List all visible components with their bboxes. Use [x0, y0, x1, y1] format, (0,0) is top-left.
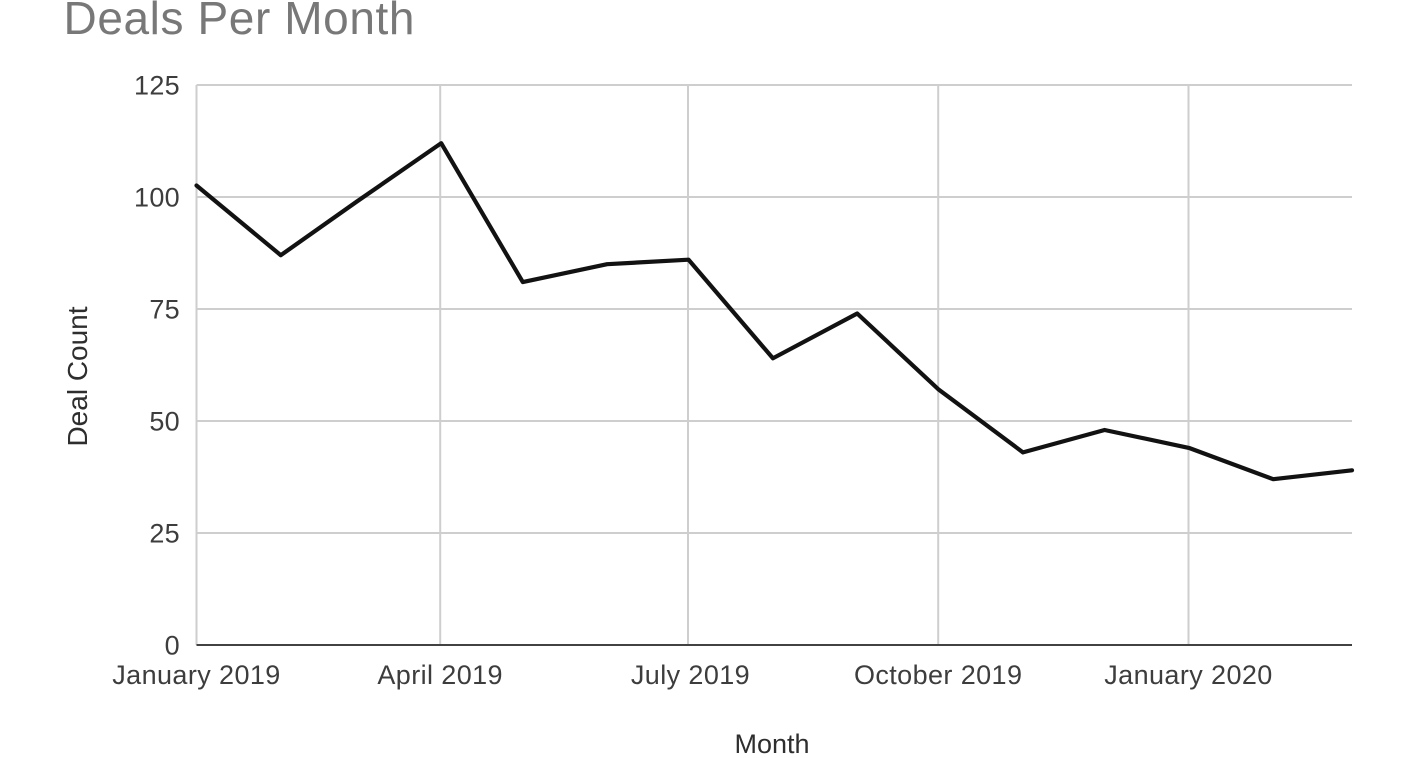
svg-text:Deals Per Month: Deals Per Month: [64, 0, 416, 44]
svg-text:50: 50: [149, 407, 180, 437]
svg-text:April 2019: April 2019: [377, 660, 503, 690]
svg-text:25: 25: [149, 519, 180, 549]
svg-text:75: 75: [149, 295, 180, 325]
svg-text:January 2020: January 2020: [1104, 660, 1272, 690]
svg-text:0: 0: [165, 631, 180, 661]
svg-text:Deal Count: Deal Count: [62, 306, 93, 446]
svg-text:January 2019: January 2019: [112, 660, 280, 690]
svg-text:Month: Month: [734, 729, 809, 758]
svg-text:July 2019: July 2019: [631, 660, 750, 690]
svg-text:125: 125: [134, 71, 180, 101]
svg-text:100: 100: [134, 183, 180, 213]
svg-text:October 2019: October 2019: [854, 660, 1022, 690]
